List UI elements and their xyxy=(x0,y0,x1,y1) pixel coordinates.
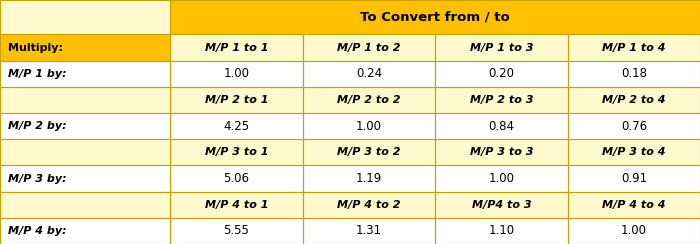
Bar xyxy=(435,192,568,218)
Bar xyxy=(435,113,568,139)
Text: M/P 4 by:: M/P 4 by: xyxy=(8,226,67,236)
Bar xyxy=(568,218,700,244)
Text: 0.76: 0.76 xyxy=(621,120,647,132)
Bar xyxy=(302,87,435,113)
Bar xyxy=(302,165,435,192)
Text: 1.31: 1.31 xyxy=(356,224,382,237)
Bar xyxy=(302,139,435,165)
Text: M/P 3 to 3: M/P 3 to 3 xyxy=(470,147,533,157)
Bar xyxy=(435,165,568,192)
Bar xyxy=(170,165,302,192)
Text: 1.00: 1.00 xyxy=(489,172,514,185)
Text: M/P 3 to 1: M/P 3 to 1 xyxy=(204,147,268,157)
Text: 0.84: 0.84 xyxy=(489,120,514,132)
Text: To Convert from / to: To Convert from / to xyxy=(360,11,510,24)
Text: M/P 3 to 4: M/P 3 to 4 xyxy=(602,147,666,157)
Bar xyxy=(170,34,302,61)
Text: M/P 4 to 4: M/P 4 to 4 xyxy=(602,200,666,210)
Bar xyxy=(568,61,700,87)
Text: 5.55: 5.55 xyxy=(223,224,249,237)
Text: M/P 2 by:: M/P 2 by: xyxy=(8,121,67,131)
Text: Multiply:: Multiply: xyxy=(8,42,64,52)
Text: 1.19: 1.19 xyxy=(356,172,382,185)
Text: M/P 2 to 1: M/P 2 to 1 xyxy=(204,95,268,105)
Bar xyxy=(302,34,435,61)
Text: M/P 1 by:: M/P 1 by: xyxy=(8,69,67,79)
Bar xyxy=(568,87,700,113)
Bar xyxy=(170,139,302,165)
Text: M/P4 to 3: M/P4 to 3 xyxy=(472,200,531,210)
Bar xyxy=(435,34,568,61)
Bar xyxy=(568,113,700,139)
Bar xyxy=(170,0,700,34)
Text: M/P 2 to 4: M/P 2 to 4 xyxy=(602,95,666,105)
Bar xyxy=(0,113,170,139)
Bar xyxy=(568,165,700,192)
Text: 1.00: 1.00 xyxy=(621,224,647,237)
Bar xyxy=(302,61,435,87)
Text: 0.18: 0.18 xyxy=(621,67,647,80)
Bar xyxy=(170,87,302,113)
Bar xyxy=(0,61,170,87)
Text: M/P 1 to 1: M/P 1 to 1 xyxy=(204,42,268,52)
Bar xyxy=(435,139,568,165)
Text: M/P 2 to 3: M/P 2 to 3 xyxy=(470,95,533,105)
Bar xyxy=(0,0,170,34)
Bar xyxy=(170,192,302,218)
Text: 1.00: 1.00 xyxy=(356,120,382,132)
Bar xyxy=(0,192,170,218)
Bar xyxy=(568,139,700,165)
Bar xyxy=(0,218,170,244)
Bar xyxy=(0,87,170,113)
Bar xyxy=(568,34,700,61)
Text: M/P 1 to 3: M/P 1 to 3 xyxy=(470,42,533,52)
Bar xyxy=(0,34,170,61)
Bar xyxy=(435,218,568,244)
Text: M/P 2 to 2: M/P 2 to 2 xyxy=(337,95,400,105)
Bar xyxy=(0,139,170,165)
Bar xyxy=(568,192,700,218)
Bar xyxy=(302,218,435,244)
Text: 5.06: 5.06 xyxy=(223,172,249,185)
Text: 0.91: 0.91 xyxy=(621,172,647,185)
Text: M/P 3 to 2: M/P 3 to 2 xyxy=(337,147,400,157)
Bar xyxy=(435,61,568,87)
Text: M/P 4 to 2: M/P 4 to 2 xyxy=(337,200,400,210)
Bar xyxy=(302,192,435,218)
Bar xyxy=(302,113,435,139)
Text: 0.24: 0.24 xyxy=(356,67,382,80)
Bar xyxy=(170,113,302,139)
Text: M/P 4 to 1: M/P 4 to 1 xyxy=(204,200,268,210)
Bar xyxy=(435,87,568,113)
Text: M/P 3 by:: M/P 3 by: xyxy=(8,173,67,183)
Text: 4.25: 4.25 xyxy=(223,120,249,132)
Text: 0.20: 0.20 xyxy=(489,67,514,80)
Text: 1.10: 1.10 xyxy=(489,224,514,237)
Bar xyxy=(0,165,170,192)
Text: M/P 1 to 2: M/P 1 to 2 xyxy=(337,42,400,52)
Text: M/P 1 to 4: M/P 1 to 4 xyxy=(602,42,666,52)
Text: 1.00: 1.00 xyxy=(223,67,249,80)
Bar xyxy=(170,61,302,87)
Bar xyxy=(170,218,302,244)
